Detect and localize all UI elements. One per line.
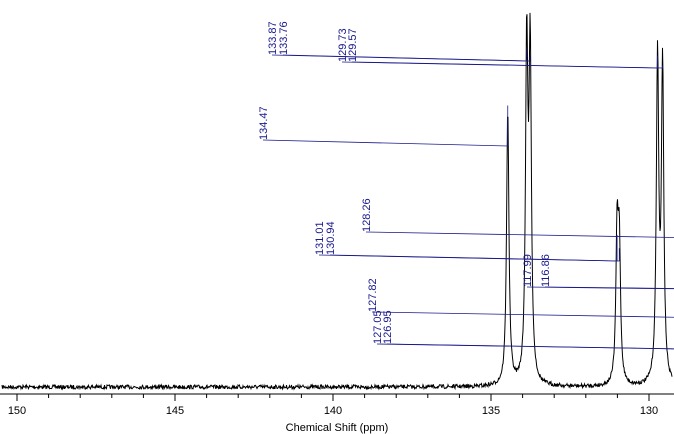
peak-annotation: 116.86: [540, 254, 674, 289]
peak-leader-line: [526, 286, 674, 290]
peak-leader-line: [386, 343, 674, 350]
peak-annotation: 133.76: [278, 21, 531, 62]
peak-annotation: 127.82: [367, 278, 674, 318]
peak-label: 130.94: [325, 221, 337, 255]
peak-label: 127.05: [372, 310, 384, 344]
peak-leader-line: [365, 231, 674, 238]
peak-label: 133.76: [278, 21, 290, 55]
peak-label: 134.47: [258, 106, 270, 140]
spectrum-trace: [1, 12, 673, 391]
peak-label: 117.99: [522, 254, 534, 287]
peak-annotation: 133.87: [267, 21, 528, 62]
peak-label: 129.73: [337, 28, 349, 62]
peak-leader-line: [351, 61, 663, 69]
peak-annotation: 134.47: [258, 105, 509, 147]
peak-label: 131.01: [314, 221, 326, 255]
peak-annotation: 117.99: [522, 254, 674, 290]
peak-labels: 134.47 133.87 133.76 131.01 130.94 129.73129.…: [258, 21, 674, 350]
peak-leader-line: [262, 105, 509, 147]
peak-annotation: 131.01: [314, 221, 618, 262]
x-tick-label: 140: [324, 405, 342, 417]
peak-annotation: 129.57: [347, 28, 663, 69]
peak-label: 116.86: [540, 254, 552, 287]
peak-label: 126.95: [382, 310, 394, 344]
peak-leader-line: [371, 311, 674, 318]
peak-label: 133.87: [267, 21, 279, 55]
peak-annotation: 130.94: [325, 221, 620, 262]
x-tick-label: 145: [166, 405, 184, 417]
peak-leader-line: [271, 49, 528, 62]
spectrum-trace-layer: [1, 12, 673, 391]
peak-label: 127.82: [367, 278, 379, 312]
peak-annotation: 129.73: [337, 28, 658, 69]
peak-leader-line: [318, 234, 618, 262]
peak-label: 129.57: [347, 28, 359, 62]
peak-annotation: 128.26: [361, 198, 674, 238]
peak-label: 128.26: [361, 198, 373, 232]
peak-leader-line: [282, 54, 531, 62]
x-tick-label: 135: [482, 405, 500, 417]
x-tick-label: 130: [640, 405, 658, 417]
x-tick-label: 150: [8, 405, 26, 417]
x-axis-ticks: 150145140135130125120115110: [8, 394, 658, 417]
peak-annotation: 126.95: [382, 310, 674, 350]
x-axis-title: Chemical Shift (ppm): [286, 422, 389, 434]
peak-leader-line: [329, 248, 620, 262]
